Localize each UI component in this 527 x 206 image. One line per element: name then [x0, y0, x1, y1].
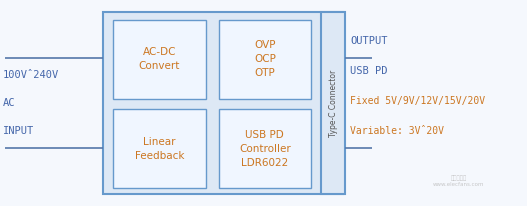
- FancyBboxPatch shape: [219, 109, 311, 188]
- FancyBboxPatch shape: [219, 20, 311, 99]
- Text: OVP
OCP
OTP: OVP OCP OTP: [254, 40, 276, 78]
- FancyBboxPatch shape: [103, 12, 343, 194]
- Text: 100Vˆ240V: 100Vˆ240V: [3, 70, 59, 80]
- Text: Variable: 3Vˆ20V: Variable: 3Vˆ20V: [350, 126, 444, 136]
- Text: AC-DC
Convert: AC-DC Convert: [139, 47, 180, 71]
- Text: OUTPUT: OUTPUT: [350, 36, 388, 46]
- FancyBboxPatch shape: [321, 12, 345, 194]
- Text: Linear
Feedback: Linear Feedback: [135, 137, 184, 161]
- Text: AC: AC: [3, 98, 15, 108]
- Text: Fixed 5V/9V/12V/15V/20V: Fixed 5V/9V/12V/15V/20V: [350, 96, 485, 106]
- Text: USB PD: USB PD: [350, 66, 388, 76]
- Text: Type-C Connector: Type-C Connector: [329, 69, 338, 137]
- FancyBboxPatch shape: [113, 20, 206, 99]
- FancyBboxPatch shape: [113, 109, 206, 188]
- Text: USB PD
Controller
LDR6022: USB PD Controller LDR6022: [239, 130, 291, 168]
- Text: INPUT: INPUT: [3, 126, 34, 136]
- Text: 电子发烧友
www.elecfans.com: 电子发烧友 www.elecfans.com: [433, 175, 484, 187]
